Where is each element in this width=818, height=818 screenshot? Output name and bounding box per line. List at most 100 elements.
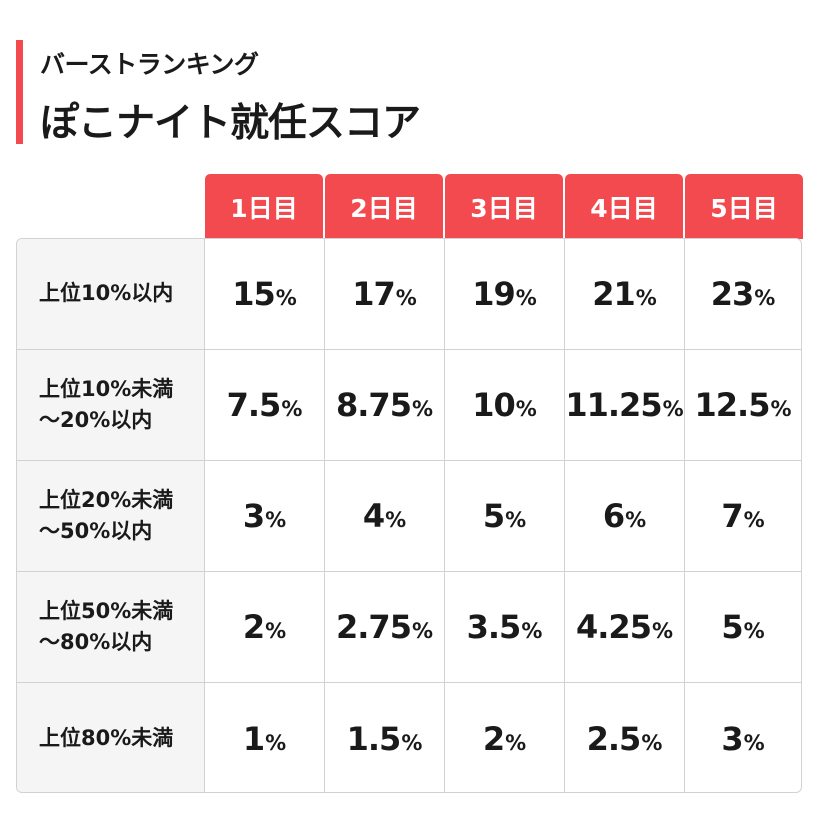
score-value: 21 [592, 275, 636, 313]
score-value: 5 [482, 497, 505, 535]
score-cell: 2.5% [565, 683, 685, 792]
score-value: 2.5 [586, 719, 642, 758]
score-unit: % [281, 397, 303, 421]
score-unit: % [265, 619, 287, 643]
page-title: ぽこナイト就任スコア [40, 101, 421, 146]
table-row: 上位50%未満 ～80%以内 2% 2.75% 3.5% 4.25% 5% [17, 572, 801, 683]
score-value: 6 [602, 497, 625, 535]
table-row: 上位10%以内 15% 17% 19% 21% 23% [17, 239, 801, 350]
score-unit: % [743, 730, 765, 755]
score-cell: 4.25% [565, 572, 685, 682]
row-label-cell: 上位20%未満 ～50%以内 [17, 461, 205, 571]
score-value: 8.75 [336, 386, 412, 424]
column-header-day-4: 4日目 [565, 174, 683, 239]
score-unit: % [743, 619, 765, 643]
score-cell: 11.25% [565, 350, 685, 460]
score-unit: % [395, 286, 417, 310]
table-row: 上位10%未満 ～20%以内 7.5% 8.75% 10% 11.25% 12.5% [17, 350, 801, 461]
score-value: 3 [242, 497, 265, 535]
row-label-cell: 上位80%未満 [17, 683, 205, 792]
score-unit: % [411, 397, 433, 421]
row-label-cell: 上位50%未満 ～80%以内 [17, 572, 205, 682]
score-value: 2.75 [336, 608, 412, 646]
table-body: 上位10%以内 15% 17% 19% 21% 23% 上位10%未満 ～20%以内 7.5%… [16, 238, 802, 793]
score-value: 3.5 [466, 608, 522, 646]
score-unit: % [743, 508, 765, 532]
row-label: 上位50%未満 ～80%以内 [39, 598, 174, 655]
score-unit: % [401, 730, 423, 755]
score-value: 17 [352, 275, 396, 313]
row-label-cell: 上位10%以内 [17, 239, 205, 349]
score-value: 7.5 [226, 386, 282, 424]
score-unit: % [662, 397, 684, 421]
score-cell: 5% [445, 461, 565, 571]
score-unit: % [521, 619, 543, 643]
score-unit: % [275, 286, 297, 310]
score-table: 1日目 2日目 3日目 4日目 5日目 上位10%以内 15% 17% 19% 21% 23% 上位… [16, 174, 803, 794]
score-unit: % [505, 508, 527, 532]
score-cell: 7% [685, 461, 801, 571]
score-value: 12.5 [694, 386, 771, 424]
score-cell: 17% [325, 239, 445, 349]
score-value: 4.25 [576, 608, 652, 646]
column-header-day-2: 2日目 [325, 174, 443, 239]
score-cell: 3.5% [445, 572, 565, 682]
score-unit: % [754, 286, 776, 310]
score-unit: % [651, 619, 673, 643]
score-unit: % [505, 730, 527, 755]
table-row: 上位20%未満 ～50%以内 3% 4% 5% 6% 7% [17, 461, 801, 572]
score-cell: 4% [325, 461, 445, 571]
score-value: 4 [362, 497, 385, 535]
score-unit: % [625, 508, 647, 532]
column-header-day-5: 5日目 [685, 174, 803, 239]
score-cell: 5% [685, 572, 801, 682]
score-unit: % [265, 730, 287, 755]
score-value: 5 [721, 608, 743, 646]
score-unit: % [411, 619, 433, 643]
score-value: 3 [721, 719, 743, 758]
row-label: 上位20%未満 ～50%以内 [39, 487, 174, 544]
score-value: 15 [232, 275, 276, 313]
column-header-day-3: 3日目 [445, 174, 563, 239]
score-unit: % [515, 397, 537, 421]
score-value: 19 [472, 275, 516, 313]
score-value: 1.5 [346, 719, 402, 758]
score-cell: 6% [565, 461, 685, 571]
score-cell: 3% [205, 461, 325, 571]
score-unit: % [385, 508, 407, 532]
score-cell: 3% [685, 683, 801, 792]
score-unit: % [641, 730, 663, 755]
score-cell: 10% [445, 350, 565, 460]
table-row: 上位80%未満 1% 1.5% 2% 2.5% 3% [17, 683, 801, 792]
page-subtitle: バーストランキング [40, 50, 259, 79]
score-cell: 23% [685, 239, 801, 349]
row-label: 上位10%以内 [39, 281, 174, 306]
row-label: 上位80%未満 [39, 725, 174, 750]
score-cell: 7.5% [205, 350, 325, 460]
title-accent-bar [16, 40, 23, 144]
score-cell: 2% [445, 683, 565, 792]
score-cell: 1% [205, 683, 325, 792]
score-unit: % [770, 397, 792, 421]
score-cell: 12.5% [685, 350, 801, 460]
score-value: 11.25 [565, 386, 662, 424]
score-unit: % [635, 286, 657, 310]
score-value: 23 [710, 275, 755, 313]
row-label-cell: 上位10%未満 ～20%以内 [17, 350, 205, 460]
score-value: 7 [721, 497, 743, 535]
score-unit: % [265, 508, 287, 532]
score-cell: 2.75% [325, 572, 445, 682]
column-header-day-1: 1日目 [205, 174, 323, 239]
score-value: 1 [242, 719, 265, 758]
title-block: バーストランキング ぽこナイト就任スコア [16, 40, 421, 146]
score-value: 2 [482, 719, 505, 758]
score-cell: 1.5% [325, 683, 445, 792]
score-unit: % [515, 286, 537, 310]
score-cell: 15% [205, 239, 325, 349]
score-cell: 2% [205, 572, 325, 682]
score-cell: 8.75% [325, 350, 445, 460]
score-value: 10 [472, 386, 516, 424]
score-value: 2 [242, 608, 265, 646]
row-label: 上位10%未満 ～20%以内 [39, 376, 174, 433]
score-cell: 19% [445, 239, 565, 349]
